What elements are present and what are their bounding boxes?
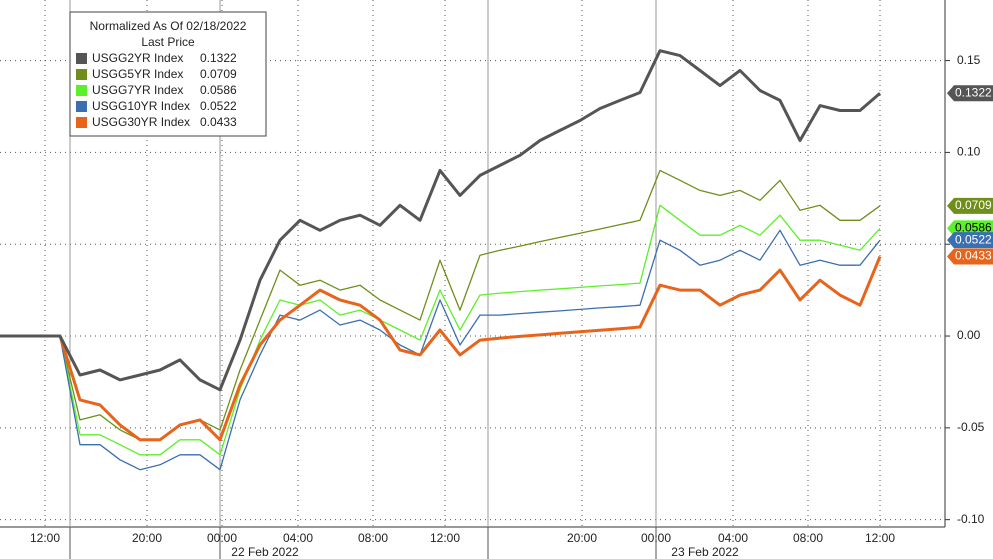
legend-box	[69, 11, 267, 137]
x-tick-label: 12:00	[430, 531, 460, 545]
legend-label: USGG5YR Index	[92, 67, 183, 81]
x-tick-label: 08:00	[358, 531, 388, 545]
x-tick-label: 04:00	[283, 531, 313, 545]
last-price-label: 0.0433	[955, 249, 992, 263]
date-label: 23 Feb 2022	[671, 545, 739, 559]
x-tick-label: 00:00	[207, 531, 237, 545]
x-tick-label: 12:00	[30, 531, 60, 545]
last-price-tag	[947, 85, 993, 102]
y-tick-label: 0.10	[957, 145, 981, 159]
legend-swatch	[76, 117, 87, 128]
series-line	[0, 49, 881, 392]
legend-label: USGG30YR Index	[92, 115, 190, 129]
last-price-label: 0.0709	[955, 198, 992, 212]
x-tick-label: 12:00	[865, 531, 895, 545]
last-price-label: 0.0586	[955, 221, 992, 235]
legend-value: 0.0522	[200, 99, 237, 113]
legend-label: USGG2YR Index	[92, 51, 183, 65]
x-tick-label: 00:00	[641, 531, 671, 545]
legend-label: USGG10YR Index	[92, 99, 190, 113]
legend-label: USGG7YR Index	[92, 83, 183, 97]
last-price-tag	[947, 197, 993, 214]
last-price-label: 0.1322	[955, 85, 992, 99]
legend-swatch	[76, 53, 87, 64]
series-line	[0, 204, 881, 456]
y-tick-label: 0.15	[957, 53, 981, 67]
legend-value: 0.0586	[200, 83, 237, 97]
legend-title: Normalized As Of 02/18/2022	[90, 19, 247, 33]
series-line	[0, 229, 881, 471]
date-label: 22 Feb 2022	[231, 545, 299, 559]
legend: Normalized As Of 02/18/2022 Last Price U…	[69, 11, 267, 137]
legend-swatch	[76, 85, 87, 96]
legend-value: 0.0709	[200, 67, 237, 81]
series-line	[0, 255, 882, 442]
legend-value: 0.1322	[200, 51, 237, 65]
x-tick-label: 08:00	[793, 531, 823, 545]
last-price-label: 0.0522	[955, 232, 992, 246]
last-price-tag	[947, 232, 993, 249]
lines	[0, 49, 882, 471]
x-tick-label: 04:00	[718, 531, 748, 545]
x-tick-label: 20:00	[567, 531, 597, 545]
legend-swatch	[76, 101, 87, 112]
last-price-tag	[947, 248, 993, 265]
y-tick-label: -0.10	[957, 512, 985, 526]
x-tick-label: 20:00	[132, 531, 162, 545]
legend-value: 0.0433	[200, 115, 237, 129]
legend-swatch	[76, 69, 87, 80]
legend-subtitle: Last Price	[141, 35, 195, 49]
y-tick-label: 0.00	[957, 328, 981, 342]
y-tick-label: -0.05	[957, 420, 985, 434]
